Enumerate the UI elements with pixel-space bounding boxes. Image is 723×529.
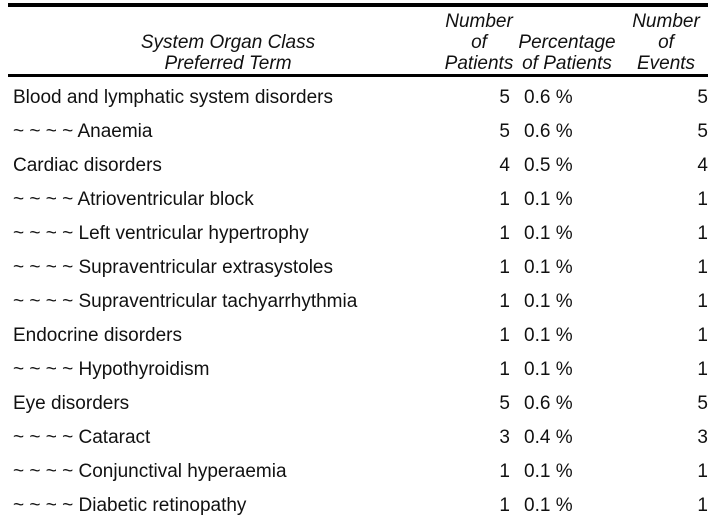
header-line: Events <box>636 53 696 74</box>
cell-percentage-of-patients: 0.6 % <box>524 121 573 142</box>
table-row: ~ ~ ~ ~ Left ventricular hypertrophy 1 0… <box>8 217 708 251</box>
cell-number-of-events: 1 <box>697 325 708 346</box>
cell-number-of-events: 5 <box>697 121 708 142</box>
cell-number-of-patients: 4 <box>499 155 510 176</box>
cell-number-of-events: 1 <box>697 461 708 482</box>
cell-number-of-events: 1 <box>697 257 708 278</box>
column-header-system-organ-class: System Organ Class Preferred Term <box>8 7 448 74</box>
table-row: Endocrine disorders 1 0.1 % 1 <box>8 319 708 353</box>
cell-percentage-of-patients: 0.1 % <box>524 461 573 482</box>
cell-term: ~ ~ ~ ~ Cataract <box>13 427 151 448</box>
cell-term: ~ ~ ~ ~ Hypothyroidism <box>13 359 210 380</box>
cell-term: ~ ~ ~ ~ Conjunctival hyperaemia <box>13 461 287 482</box>
cell-percentage-of-patients: 0.5 % <box>524 155 573 176</box>
cell-number-of-events: 3 <box>697 427 708 448</box>
header-line: System Organ Class <box>140 32 316 53</box>
table-row: ~ ~ ~ ~ Hypothyroidism 1 0.1 % 1 <box>8 353 708 387</box>
cell-number-of-patients: 3 <box>499 427 510 448</box>
header-line: Number <box>632 11 700 32</box>
cell-term: Endocrine disorders <box>13 325 182 346</box>
table-top-rule <box>8 3 708 7</box>
cell-number-of-patients: 5 <box>499 121 510 142</box>
cell-percentage-of-patients: 0.1 % <box>524 291 573 312</box>
header-line: Percentage <box>518 32 616 53</box>
cell-number-of-patients: 1 <box>499 359 510 380</box>
cell-percentage-of-patients: 0.1 % <box>524 325 573 346</box>
cell-number-of-patients: 1 <box>499 461 510 482</box>
header-line: Patients <box>444 53 514 74</box>
header-line: Number <box>445 11 513 32</box>
cell-number-of-patients: 1 <box>499 189 510 210</box>
cell-term: ~ ~ ~ ~ Supraventricular extrasystoles <box>13 257 333 278</box>
table-row: ~ ~ ~ ~ Supraventricular extrasystoles 1… <box>8 251 708 285</box>
cell-number-of-patients: 5 <box>499 87 510 108</box>
header-line: of Patients <box>522 53 612 74</box>
cell-percentage-of-patients: 0.1 % <box>524 359 573 380</box>
cell-number-of-events: 1 <box>697 189 708 210</box>
cell-percentage-of-patients: 0.6 % <box>524 87 573 108</box>
cell-number-of-events: 1 <box>697 359 708 380</box>
table-row: ~ ~ ~ ~ Cataract 3 0.4 % 3 <box>8 421 708 455</box>
column-header-percentage-of-patients: Percentage of Patients <box>510 7 624 74</box>
cell-term: Blood and lymphatic system disorders <box>13 87 333 108</box>
cell-number-of-patients: 1 <box>499 291 510 312</box>
header-line: of <box>658 32 674 53</box>
cell-term: ~ ~ ~ ~ Atrioventricular block <box>13 189 254 210</box>
cell-number-of-events: 1 <box>697 495 708 516</box>
table-row: ~ ~ ~ ~ Conjunctival hyperaemia 1 0.1 % … <box>8 455 708 489</box>
cell-percentage-of-patients: 0.6 % <box>524 393 573 414</box>
cell-percentage-of-patients: 0.1 % <box>524 189 573 210</box>
cell-number-of-events: 4 <box>697 155 708 176</box>
column-header-number-of-patients: Number of Patients <box>445 7 514 74</box>
cell-number-of-events: 1 <box>697 223 708 244</box>
cell-number-of-events: 5 <box>697 87 708 108</box>
cell-term: ~ ~ ~ ~ Left ventricular hypertrophy <box>13 223 309 244</box>
table-row: Eye disorders 5 0.6 % 5 <box>8 387 708 421</box>
cell-percentage-of-patients: 0.4 % <box>524 427 573 448</box>
cell-percentage-of-patients: 0.1 % <box>524 223 573 244</box>
cell-term: Cardiac disorders <box>13 155 162 176</box>
column-header-number-of-events: Number of Events <box>624 7 708 74</box>
table-row: ~ ~ ~ ~ Atrioventricular block 1 0.1 % 1 <box>8 183 708 217</box>
header-line: of <box>471 32 487 53</box>
cell-number-of-patients: 1 <box>499 223 510 244</box>
header-line: Preferred Term <box>164 53 292 74</box>
cell-percentage-of-patients: 0.1 % <box>524 257 573 278</box>
cell-term: ~ ~ ~ ~ Anaemia <box>13 121 153 142</box>
cell-number-of-patients: 1 <box>499 257 510 278</box>
cell-term: ~ ~ ~ ~ Supraventricular tachyarrhythmia <box>13 291 358 312</box>
table-body: Blood and lymphatic system disorders 5 0… <box>8 77 708 523</box>
cell-percentage-of-patients: 0.1 % <box>524 495 573 516</box>
table-row: Blood and lymphatic system disorders 5 0… <box>8 81 708 115</box>
cell-number-of-events: 5 <box>697 393 708 414</box>
cell-term: Eye disorders <box>13 393 130 414</box>
table-row: Cardiac disorders 4 0.5 % 4 <box>8 149 708 183</box>
table-header-row: System Organ Class Preferred Term Number… <box>8 7 708 74</box>
cell-number-of-events: 1 <box>697 291 708 312</box>
table-row: ~ ~ ~ ~ Anaemia 5 0.6 % 5 <box>8 115 708 149</box>
adverse-events-table: System Organ Class Preferred Term Number… <box>8 3 708 523</box>
cell-term: ~ ~ ~ ~ Diabetic retinopathy <box>13 495 247 516</box>
cell-number-of-patients: 1 <box>499 495 510 516</box>
table-row: ~ ~ ~ ~ Diabetic retinopathy 1 0.1 % 1 <box>8 489 708 523</box>
cell-number-of-patients: 5 <box>499 393 510 414</box>
cell-number-of-patients: 1 <box>499 325 510 346</box>
table-header-rule <box>8 74 708 77</box>
table-row: ~ ~ ~ ~ Supraventricular tachyarrhythmia… <box>8 285 708 319</box>
